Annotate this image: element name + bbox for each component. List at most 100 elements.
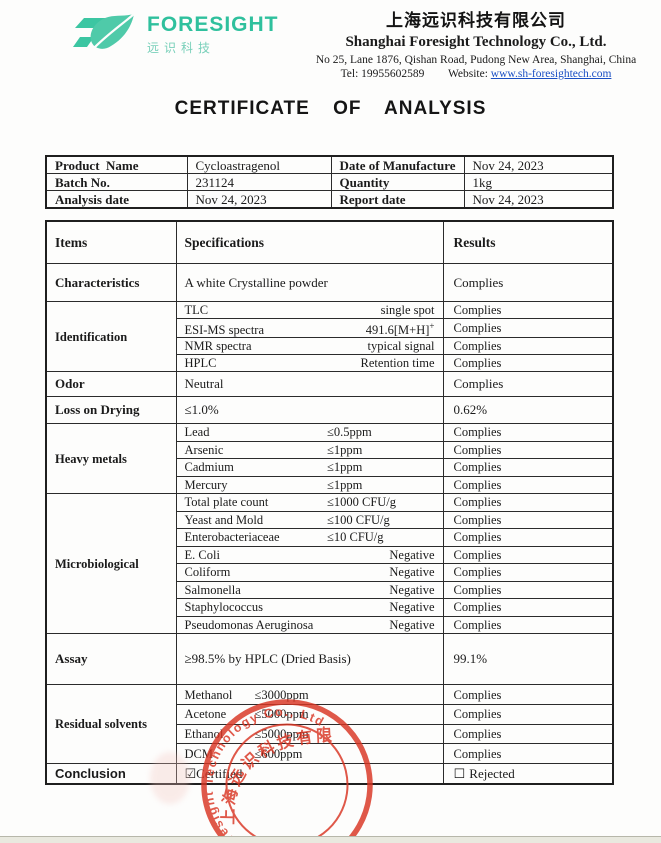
spec-name: HPLC [184,356,217,371]
loss-on-drying-result: 0.62% [442,396,614,425]
table-row: Analysis date Nov 24, 2023 Report date N… [45,190,614,209]
brand-name: FORESIGHT [147,13,279,36]
foresight-logo-icon [73,13,135,49]
scan-page-edge [0,836,661,843]
spec-name: Acetone [184,707,227,722]
table-row: Assay ≥98.5% by HPLC (Dried Basis) 99.1% [45,633,614,686]
spec-result: Complies [442,545,614,565]
assay-label: Assay [45,633,177,686]
odor-result: Complies [442,371,614,398]
characteristics-spec: A white Crystalline powder [175,263,444,302]
table-row: Characteristics A white Crystalline powd… [45,263,614,302]
spec-value: Retention time [360,356,435,371]
spec-name: Mercury [184,477,228,492]
spec-name: Staphylococcus [184,600,263,615]
spec-value: typical signal [367,339,435,354]
quantity-label: Quantity [330,173,465,191]
spec-name: Total plate count [184,495,269,510]
rejected-checkbox-icon: ☐ [453,766,470,782]
table-row: Conclusion ☑Certified ☐ Rejected [45,763,614,785]
spec-result: Complies [442,493,614,512]
spec-result: Complies [442,528,614,547]
residual-solvents-label: Residual solvents [45,684,177,765]
spec-result: Complies [442,440,614,460]
items-header: Items [45,220,177,264]
spec-name: TLC [184,303,209,317]
spec-name: Cadmium [184,460,234,475]
company-name-chinese: 上海远识科技有限公司 [386,11,566,31]
table-row: Identification TLC single spot Complies [45,300,614,373]
spec-name: Enterobacteriaceae [184,530,280,545]
loss-on-drying-spec: ≤1.0% [175,396,444,425]
spec-value: Negative [389,547,435,562]
table-row: ESI-MS spectra 491.6[M+H]+ Complies [46,317,614,339]
spec-result: Complies [442,301,614,319]
website-link[interactable]: www.sh-foresightech.com [490,68,612,80]
table-row: DCM ≤600ppm Complies [46,743,614,765]
product-info-table: Product Name Cycloastragenol Date of Man… [45,155,614,209]
date-of-manufacture-value: Nov 24, 2023 [463,155,614,174]
table-row: Residual solvents Methanol ≤3000ppm Comp… [45,684,614,765]
batch-no-label: Batch No. [45,173,188,191]
spec-value: single spot [380,303,435,317]
spec-value: ≤5000ppm [254,727,309,742]
company-stamp-seal: Shanghai Foresight Technology Co., Ltd. … [198,696,373,843]
spec-result: Complies [442,337,614,356]
table-row: Coliform Negative Complies [46,563,614,582]
odor-label: Odor [45,371,177,398]
brand-name-chinese: 远识科技 [147,41,216,55]
spec-value: ≤3000ppm [254,687,309,702]
analysis-date-label: Analysis date [45,190,188,209]
company-header: 上海远识科技有限公司 Shanghai Foresight Technology… [300,6,652,80]
spec-name: NMR spectra [184,339,252,354]
microbiological-label: Microbiological [45,493,177,635]
spec-name: Salmonella [184,582,241,597]
table-row: Loss on Drying ≤1.0% 0.62% [45,396,614,425]
spec-result: Complies [442,598,614,617]
table-row: Salmonella Negative Complies [46,580,614,600]
spec-result: Complies [442,423,614,442]
spec-value: ≤1ppm [327,460,363,475]
spec-name: Coliform [184,565,231,580]
spec-result: Complies [442,510,614,530]
spec-result: Complies [442,703,614,725]
product-name-label: Product Name [45,155,188,174]
results-header: Results [442,220,614,264]
spec-result: Complies [442,563,614,582]
table-row: Cadmium ≤1ppm Complies [46,458,614,477]
quantity-value: 1kg [463,173,614,191]
analysis-date-value: Nov 24, 2023 [186,190,332,209]
logo-text: FORESIGHT 远识科技 [147,14,279,56]
table-row: Product Name Cycloastragenol Date of Man… [45,155,614,174]
spec-value: Negative [389,600,435,615]
spec-result: Complies [442,684,614,705]
spec-name: Arsenic [184,442,224,457]
assay-result: 99.1% [442,633,614,686]
spec-value: ≤1ppm [327,477,363,492]
company-address: No 25, Lane 1876, Qishan Road, Pudong Ne… [315,54,637,66]
spec-result: Complies [442,475,614,495]
spec-value: Negative [389,582,435,597]
spec-result: Complies [442,458,614,477]
company-logo: FORESIGHT 远识科技 [72,12,279,58]
ink-smudge [150,752,190,804]
spec-value: ≤1000 CFU/g [327,495,397,510]
rejected-label: Rejected [469,765,515,781]
spec-result: Complies [442,615,614,635]
report-date-label: Report date [330,190,465,209]
spec-result: Complies [442,743,614,765]
table-row: Ethanol ≤5000ppm Complies [46,723,614,745]
table-row: Heavy metals Lead ≤0.5ppm Complies [45,423,614,495]
spec-value: ≤0.5ppm [327,425,372,440]
spec-name: ESI-MS spectra [184,323,265,338]
spec-result: Complies [442,580,614,600]
odor-spec: Neutral [175,371,444,398]
table-row: Yeast and Mold ≤100 CFU/g Complies [46,510,614,530]
loss-on-drying-label: Loss on Drying [45,396,177,425]
table-row: HPLC Retention time Complies [46,354,614,373]
spec-name: Pseudomonas Aeruginosa [184,617,314,632]
table-row: Arsenic ≤1ppm Complies [46,440,614,460]
spec-value: ≤600ppm [254,746,303,761]
spec-value: ≤10 CFU/g [327,530,384,545]
